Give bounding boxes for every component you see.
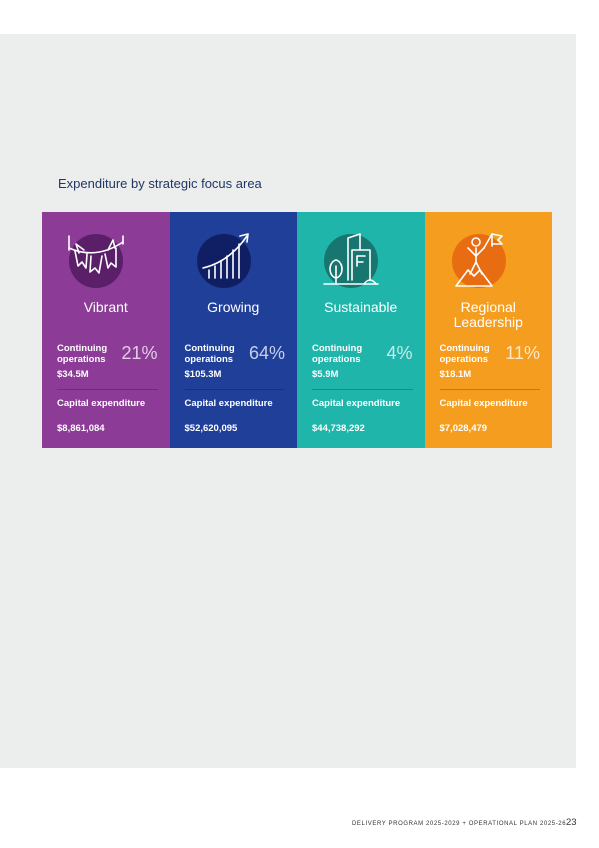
capital-expenditure-value: $7,028,479 bbox=[439, 423, 488, 434]
card-sustainable: Sustainable Continuing operations 4% $5.… bbox=[297, 212, 425, 448]
footer-text: DELIVERY PROGRAM 2025-2029 + OPERATIONAL… bbox=[352, 821, 567, 827]
continuing-operations-label: Continuing operations bbox=[184, 343, 235, 365]
growth-chart-icon bbox=[201, 233, 249, 279]
divider bbox=[312, 389, 413, 390]
capital-expenditure-label: Capital expenditure bbox=[57, 398, 146, 409]
divider bbox=[57, 389, 158, 390]
continuing-operations-label: Continuing operations bbox=[57, 343, 108, 365]
continuing-operations-value: $34.5M bbox=[57, 369, 89, 380]
tree-building-icon bbox=[323, 233, 379, 285]
focus-area-cards: Vibrant Continuing operations 21% $34.5M… bbox=[42, 212, 552, 448]
card-title: Regional Leadership bbox=[453, 299, 523, 330]
card-title: Vibrant bbox=[83, 299, 128, 315]
continuing-operations-value: $105.3M bbox=[184, 369, 222, 380]
capital-expenditure-value: $52,620,095 bbox=[184, 423, 238, 434]
continuing-operations-percent: 64% bbox=[248, 343, 285, 363]
capital-expenditure-label: Capital expenditure bbox=[312, 398, 401, 409]
capital-expenditure-label: Capital expenditure bbox=[439, 398, 528, 409]
icon-circle bbox=[451, 233, 506, 288]
card-title: Growing bbox=[207, 299, 260, 315]
continuing-operations-percent: 4% bbox=[386, 343, 413, 363]
divider bbox=[439, 389, 540, 390]
capital-expenditure-value: $8,861,084 bbox=[57, 423, 105, 434]
capital-expenditure-value: $44,738,292 bbox=[312, 423, 365, 434]
card-growing: Growing Continuing operations 64% $105.3… bbox=[169, 212, 297, 448]
divider bbox=[184, 389, 285, 390]
card-vibrant: Vibrant Continuing operations 21% $34.5M… bbox=[42, 212, 170, 448]
capital-expenditure-label: Capital expenditure bbox=[184, 398, 273, 409]
continuing-operations-value: $5.9M bbox=[312, 369, 339, 380]
icon-circle bbox=[68, 234, 124, 288]
icon-circle bbox=[196, 233, 251, 288]
icon-circle bbox=[323, 233, 379, 288]
continuing-operations-percent: 21% bbox=[121, 343, 158, 363]
section-title: Expenditure by strategic focus area bbox=[58, 176, 262, 191]
continuing-operations-percent: 11% bbox=[505, 343, 540, 363]
continuing-operations-label: Continuing operations bbox=[312, 343, 363, 365]
page-number: 23 bbox=[566, 817, 577, 828]
card-title: Sustainable bbox=[324, 299, 398, 315]
summit-flag-icon bbox=[454, 233, 503, 287]
continuing-operations-label: Continuing operations bbox=[439, 343, 490, 365]
bunting-icon bbox=[68, 235, 124, 274]
continuing-operations-value: $18.1M bbox=[439, 369, 472, 380]
card-regional-leadership: Regional Leadership Continuing operation… bbox=[424, 212, 552, 448]
